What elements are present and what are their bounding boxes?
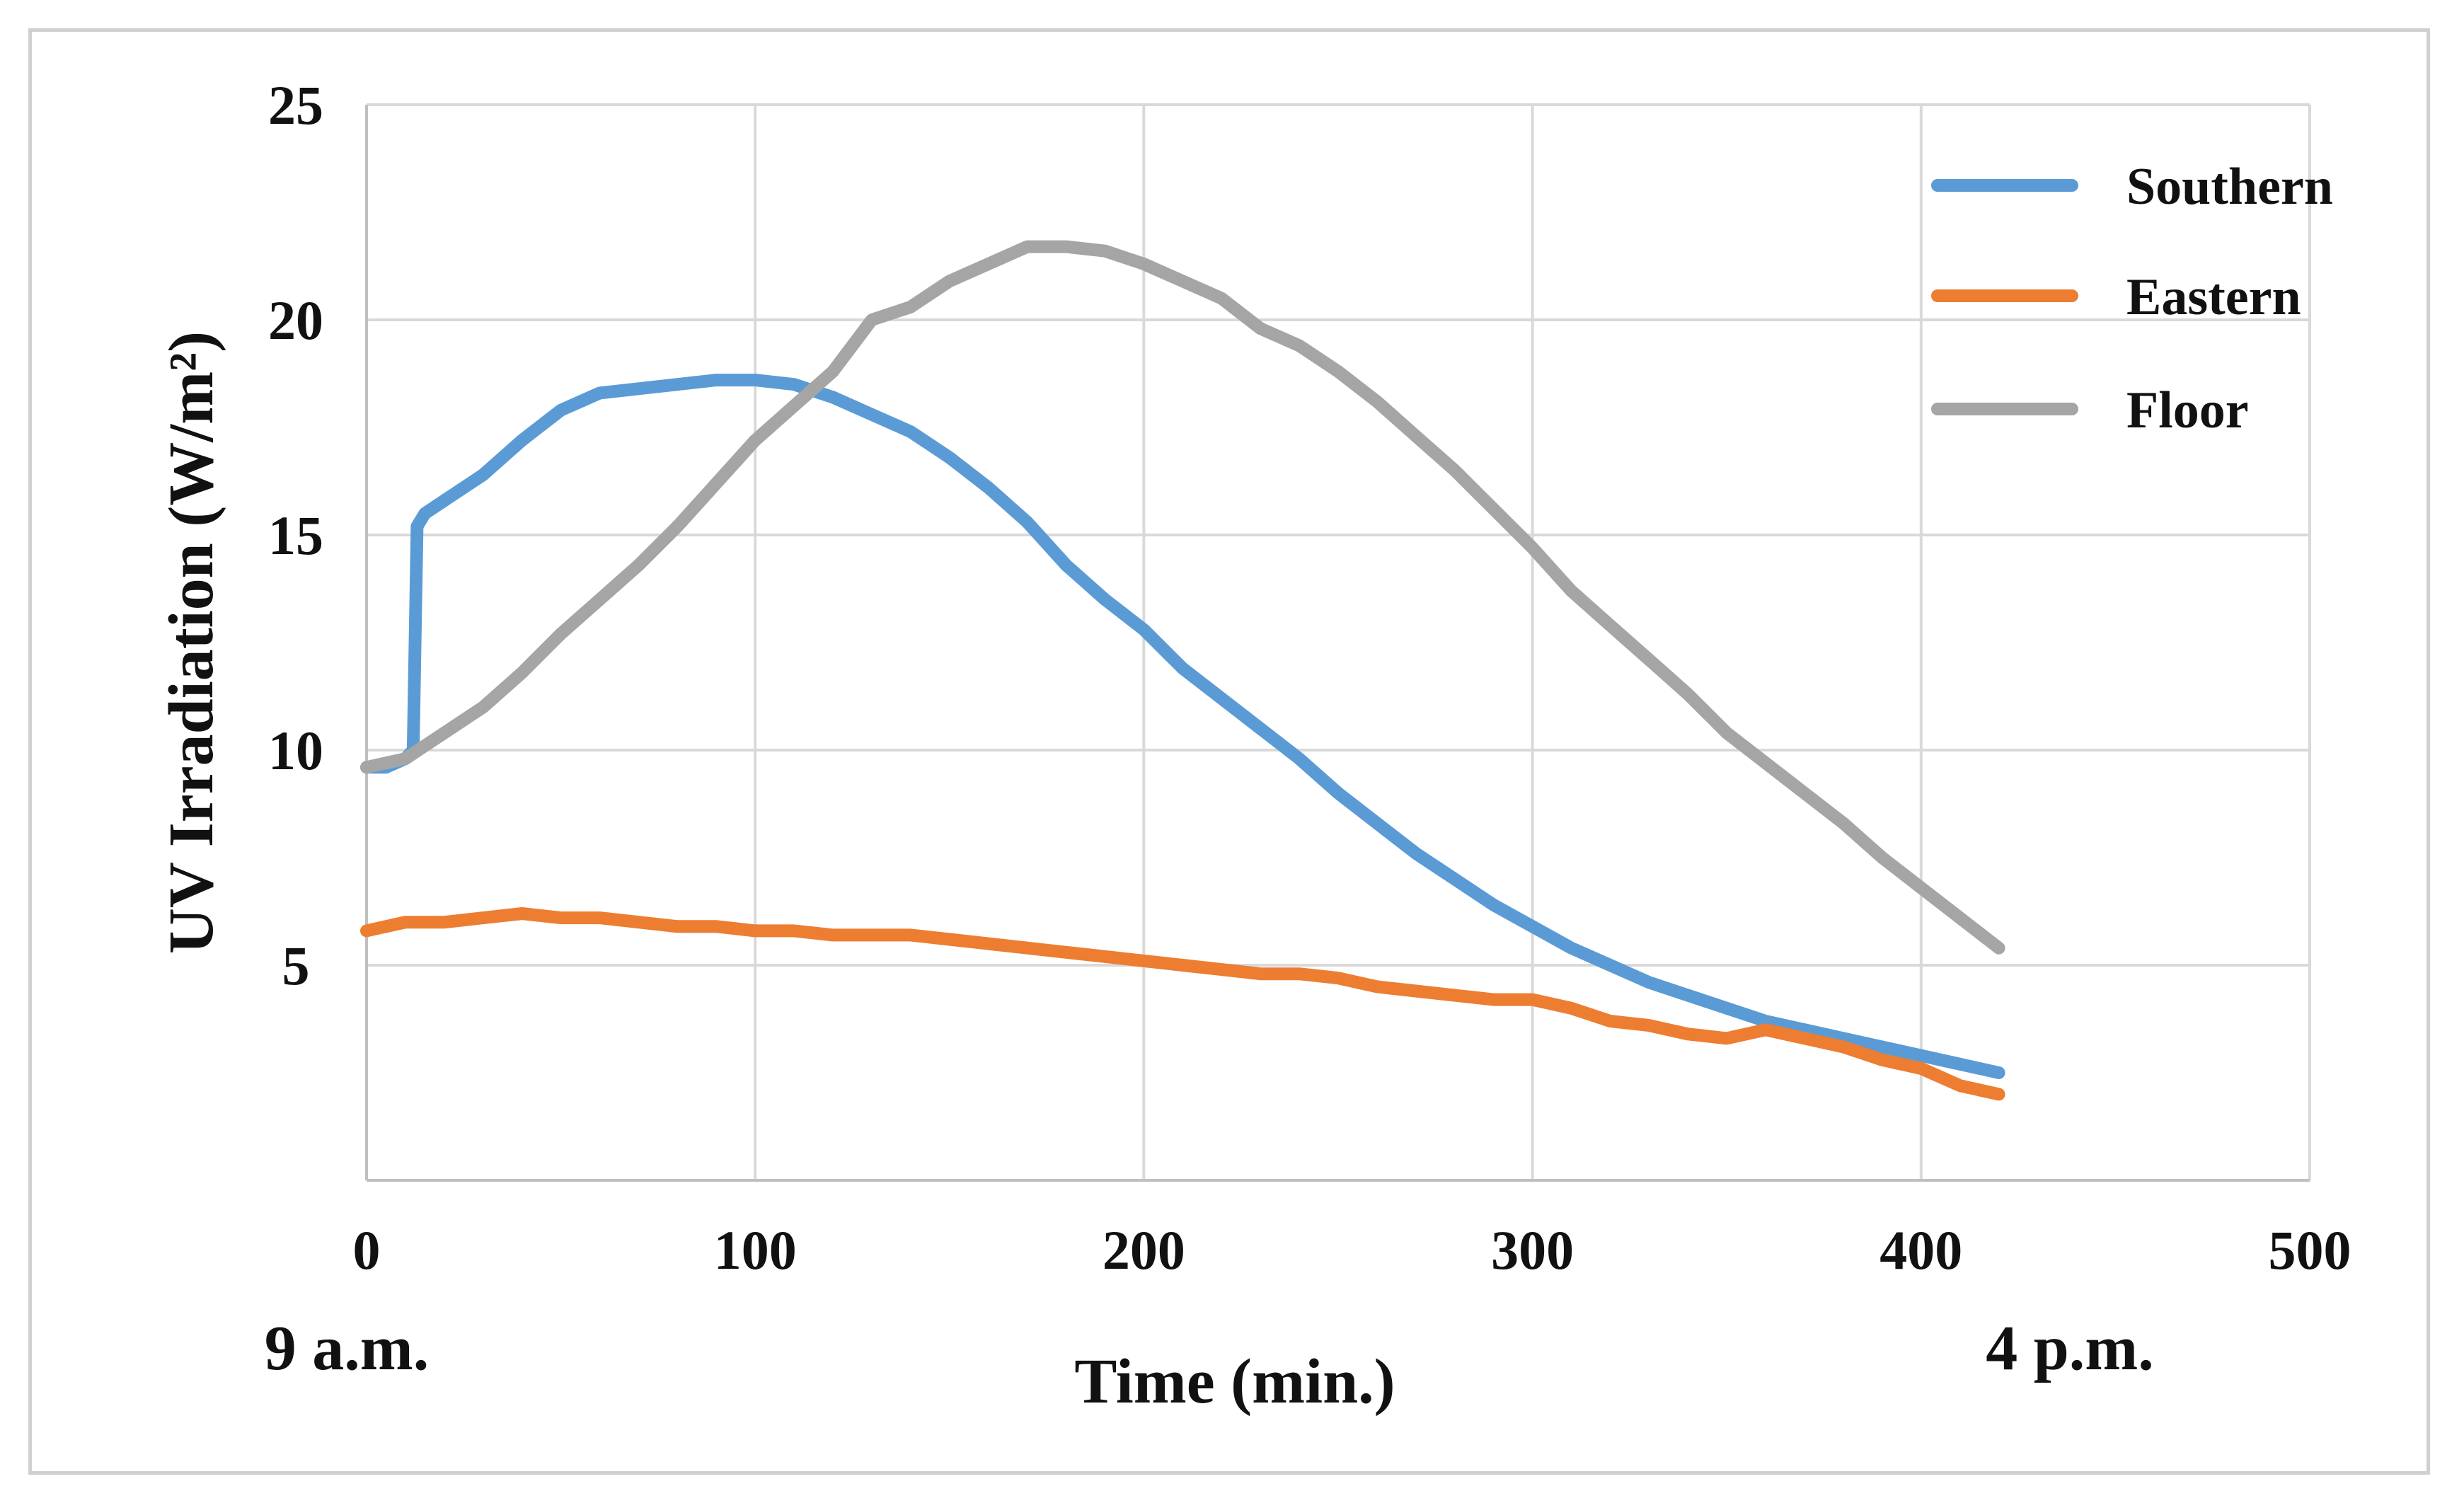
series-line-southern xyxy=(360,374,2005,1079)
x-tick-label-500: 500 xyxy=(2269,1219,2351,1281)
x-tick-label-200: 200 xyxy=(1103,1219,1185,1281)
y-tick-label-10: 10 xyxy=(268,720,323,781)
x-tick-label-100: 100 xyxy=(714,1219,797,1281)
x-tick-label-400: 400 xyxy=(1879,1219,1962,1281)
y-tick-label-5: 5 xyxy=(282,935,310,996)
grid xyxy=(367,103,2311,1180)
y-tick-label-20: 20 xyxy=(268,289,323,351)
legend-label-eastern: Eastern xyxy=(2126,268,2301,326)
legend-label-floor: Floor xyxy=(2126,381,2249,439)
tick-labels: 0 100 200 300 400 500 5 10 15 20 25 xyxy=(268,74,2351,1281)
y-tick-label-15: 15 xyxy=(268,505,323,566)
legend-label-southern: Southern xyxy=(2126,158,2333,216)
x-tick-label-300: 300 xyxy=(1491,1219,1574,1281)
series-line-eastern xyxy=(360,907,2005,1101)
end-time-annotation: 4 p.m. xyxy=(1986,1313,2154,1383)
series-line-floor xyxy=(360,240,2005,955)
legend: Southern Eastern Floor xyxy=(1931,158,2333,439)
start-time-annotation: 9 a.m. xyxy=(265,1313,429,1383)
x-tick-label-0: 0 xyxy=(353,1219,381,1281)
axes xyxy=(365,105,2310,1182)
y-tick-label-25: 25 xyxy=(268,74,323,136)
series-group xyxy=(360,240,2005,1101)
x-axis-label: Time (min.) xyxy=(1074,1347,1395,1417)
y-axis-label: UV Irradiation (W/m²) xyxy=(156,331,226,954)
